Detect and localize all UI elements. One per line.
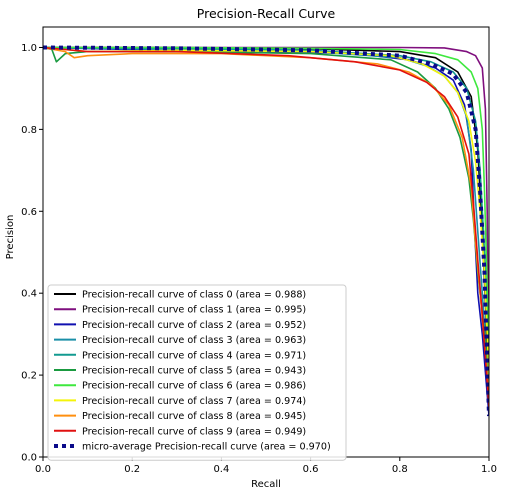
legend: Precision-recall curve of class 0 (area … (47, 284, 347, 461)
legend-entry-1: Precision-recall curve of class 1 (area … (82, 305, 306, 316)
y-tick-label-0: 0.0 (21, 453, 37, 464)
legend-entry-7: Precision-recall curve of class 7 (area … (82, 396, 306, 407)
series-line-7 (43, 46, 489, 376)
series-line-8 (43, 46, 489, 396)
series-line-9 (43, 46, 489, 408)
legend-entry-9: Precision-recall curve of class 9 (area … (82, 426, 306, 437)
legend-entry-6: Precision-recall curve of class 6 (area … (82, 381, 306, 392)
y-axis-title: Precision (5, 215, 16, 260)
y-tick-label-5: 1.0 (21, 43, 37, 54)
y-tick-label-4: 0.8 (21, 125, 37, 136)
legend-entry-2: Precision-recall curve of class 2 (area … (82, 320, 306, 331)
series-line-1 (43, 46, 489, 408)
series-line-6 (43, 46, 489, 376)
x-tick-label-1: 0.2 (124, 464, 140, 475)
legend-entry-0: Precision-recall curve of class 0 (area … (82, 290, 306, 301)
series-line-4 (43, 46, 489, 376)
legend-entry-5: Precision-recall curve of class 5 (area … (82, 366, 306, 377)
series-line-10 (43, 45, 489, 417)
legend-box (47, 284, 347, 461)
x-axis-title: Recall (251, 479, 281, 490)
legend-entry-4: Precision-recall curve of class 4 (area … (82, 350, 306, 361)
chart-title: Precision-Recall Curve (197, 6, 336, 21)
x-tick-label-5: 1.0 (481, 464, 497, 475)
legend-entry-10: micro-average Precision-recall curve (ar… (82, 442, 331, 453)
y-tick-label-1: 0.2 (21, 371, 37, 382)
x-tick-label-2: 0.4 (213, 464, 229, 475)
legend-entry-3: Precision-recall curve of class 3 (area … (82, 335, 306, 346)
x-tick-label-3: 0.6 (303, 464, 319, 475)
y-tick-label-3: 0.6 (21, 207, 37, 218)
x-tick-label-4: 0.8 (392, 464, 408, 475)
legend-entry-8: Precision-recall curve of class 8 (area … (82, 411, 306, 422)
y-tick-label-2: 0.4 (21, 289, 37, 300)
x-tick-label-0: 0.0 (35, 464, 51, 475)
